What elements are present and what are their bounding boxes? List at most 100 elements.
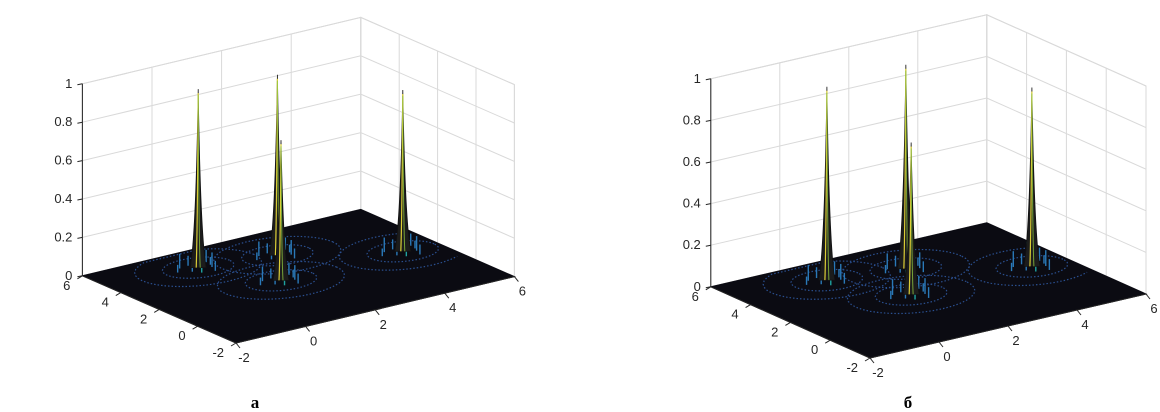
z-tick (705, 119, 711, 122)
x-tick (305, 326, 310, 332)
z-gridline (710, 55, 1147, 129)
x-tick-label: 2 (380, 317, 387, 332)
y-tick-label: 6 (63, 278, 70, 293)
x-tick (1076, 309, 1082, 316)
x-tick-label: 6 (1150, 301, 1157, 316)
peak (805, 86, 846, 286)
z-gridline (82, 132, 515, 201)
x-tick-label: 0 (943, 349, 950, 364)
z-tick-label: 0 (694, 279, 701, 294)
floor-contour (995, 255, 1069, 278)
floor-contour (967, 247, 1088, 287)
floor-contour (161, 256, 235, 279)
x-tick-label: 2 (1012, 333, 1019, 348)
y-tick-label: -2 (846, 360, 858, 375)
floor-contour (790, 268, 864, 292)
x-tick (514, 276, 519, 282)
peak-spike (818, 86, 836, 281)
z-tick-label: 1 (694, 71, 701, 86)
floor-contour (874, 283, 948, 306)
z-tick (77, 275, 83, 278)
y-tick (153, 308, 160, 313)
x-tick (235, 342, 241, 349)
x-tick-label: 4 (1081, 317, 1088, 332)
floor-contour (841, 248, 971, 289)
peak (176, 89, 217, 273)
x-tick-label: -2 (872, 365, 884, 380)
peak-highlight (1031, 93, 1035, 267)
peak-highlight (910, 148, 914, 295)
y-tick-label: 2 (771, 324, 778, 339)
panel-label-b: б (904, 393, 913, 412)
floor-contour (133, 248, 263, 288)
peak-highlight (280, 146, 284, 281)
z-tick (77, 198, 83, 201)
x-tick (1145, 293, 1151, 300)
peak (259, 140, 299, 286)
z-tick-label: 0 (65, 268, 72, 283)
x-tick (869, 357, 875, 364)
z-tick-label: 0.8 (54, 114, 72, 129)
y-tick (745, 304, 751, 309)
z-gridline (710, 97, 1147, 170)
z-gridline (710, 139, 1147, 212)
peak-highlight (402, 96, 406, 252)
z-tick-label: 0.6 (54, 153, 72, 168)
z-tick (77, 160, 83, 163)
z-tick-label: 1 (65, 76, 72, 91)
x-tick-label: 6 (519, 284, 526, 299)
z-tick-label: 0.4 (683, 196, 701, 211)
z-gridline (82, 93, 515, 162)
x-tick (1007, 325, 1013, 332)
y-tick-label: 4 (731, 307, 738, 322)
z-tick (705, 78, 711, 81)
peak-spike (189, 89, 207, 269)
y-tick (864, 357, 871, 362)
z-gridline (82, 16, 515, 86)
y-tick (192, 325, 198, 330)
y-tick (824, 339, 831, 344)
y-tick-label: 6 (692, 289, 699, 304)
y-tick-label: 0 (178, 328, 185, 343)
y-tick-label: 0 (811, 342, 818, 357)
x-tick (938, 341, 944, 348)
z-tick (77, 121, 83, 124)
z-tick (705, 286, 711, 289)
x-tick (444, 292, 450, 299)
y-tick-label: 4 (102, 295, 109, 310)
z-gridline (710, 14, 1147, 87)
y-tick-label: 2 (140, 311, 147, 326)
x-tick (374, 309, 380, 316)
z-tick (705, 244, 711, 247)
z-tick (705, 161, 711, 164)
z-gridline (710, 180, 1147, 253)
peak-highlight (197, 95, 201, 268)
y-tick-label: -2 (212, 345, 224, 360)
y-tick (785, 321, 791, 326)
z-tick-label: 0.2 (683, 237, 701, 252)
z-tick (705, 203, 711, 206)
panel-label-a: а (251, 393, 260, 412)
z-gridline (82, 55, 515, 124)
floor-contour (869, 257, 943, 280)
x-tick-label: 0 (310, 333, 317, 348)
y-tick (230, 342, 237, 347)
y-tick (115, 292, 122, 297)
floor-contour (366, 240, 440, 263)
z-tick-label: 0.2 (54, 229, 72, 244)
peak-spike (1023, 87, 1041, 267)
peak-highlight (826, 92, 830, 281)
z-tick-label: 0.4 (54, 191, 72, 206)
x-tick-label: -2 (238, 350, 250, 365)
z-gridline (82, 170, 515, 239)
floor-contour (241, 244, 314, 267)
floor-contour (846, 274, 976, 315)
z-tick-label: 0.6 (683, 154, 701, 169)
z-tick (77, 236, 83, 239)
floor-contour (244, 269, 318, 292)
